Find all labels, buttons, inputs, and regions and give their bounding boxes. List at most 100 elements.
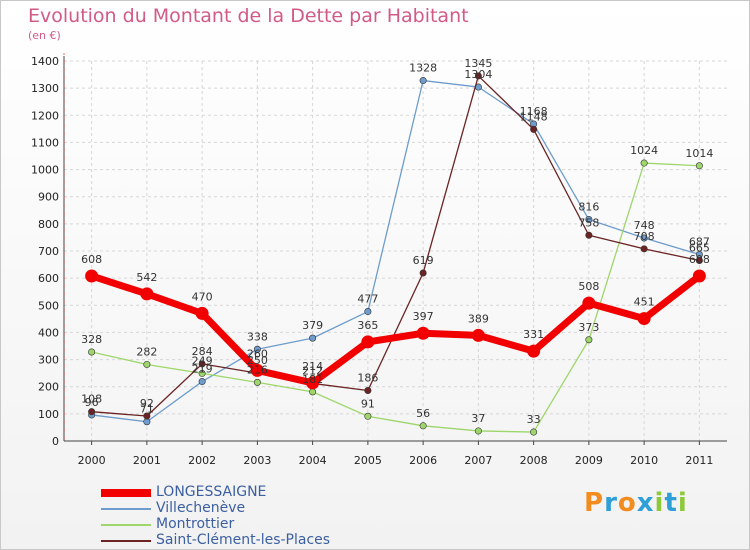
data-label: 108 [81,393,102,406]
data-label: 1345 [464,57,492,70]
data-point [143,412,151,420]
legend: LONGESSAIGNE Villechenève Montrottier Saint… [101,484,421,549]
data-label: 665 [689,242,710,255]
y-tick-label: 500 [38,299,59,312]
data-label: 373 [578,321,599,334]
data-point [585,231,593,239]
data-label: 71 [140,403,154,416]
series-line-longessaigne [88,272,703,387]
data-point [527,344,541,358]
data-label: 33 [527,413,541,426]
y-tick-label: 1300 [31,82,59,95]
data-label: 508 [578,280,599,293]
y-tick-label: 400 [38,326,59,339]
data-point [198,378,206,386]
data-point [530,125,538,133]
data-point [474,72,482,80]
data-point [640,159,648,167]
data-point [416,326,430,340]
data-point [85,269,99,283]
data-point [364,308,372,316]
legend-item: Montrottier [101,516,421,533]
y-tick-label: 600 [38,272,59,285]
data-label: 1328 [409,62,437,75]
data-label: 250 [247,354,268,367]
data-point [309,388,317,396]
data-label: 470 [192,290,213,303]
legend-label: Villechenève [156,500,246,516]
y-tick-label: 1200 [31,109,59,122]
y-tick-label: 1400 [31,55,59,68]
data-label: 92 [140,397,154,410]
data-label: 477 [357,293,378,306]
data-point [692,269,706,283]
data-point [471,328,485,342]
data-point [306,376,320,390]
data-point [88,408,96,416]
series-layer [85,72,706,436]
legend-label: Saint-Clément-les-Places [156,532,331,548]
x-tick-label: 2008 [520,454,548,467]
data-point [419,422,427,430]
data-label: 748 [634,219,655,232]
data-label: 214 [302,360,323,373]
data-label: 284 [192,345,213,358]
data-point [364,412,372,420]
data-label: 282 [136,345,157,358]
data-point [253,378,261,386]
data-label: 328 [81,333,102,346]
grid [64,60,727,442]
data-point [640,245,648,253]
unit-label: (en €) [28,29,61,42]
data-point [361,335,375,349]
data-label: 37 [471,412,485,425]
x-tick-label: 2010 [630,454,658,467]
data-label: 619 [413,254,434,267]
data-label: 608 [689,253,710,266]
data-label: 338 [247,330,268,343]
data-label: 212 [302,364,323,377]
data-point [250,363,264,377]
data-label: 379 [302,319,323,332]
y-tick-label: 900 [38,191,59,204]
data-label: 331 [523,328,544,341]
chart-title: Evolution du Montant de la Dette par Hab… [28,5,469,27]
data-label: 687 [689,236,710,249]
data-label: 608 [81,253,102,266]
data-label: 181 [302,373,323,386]
logo-letter: r [604,488,618,518]
y-tick-label: 300 [38,354,59,367]
data-label: 542 [136,271,157,284]
data-point [640,234,648,242]
y-tick-label: 1000 [31,164,59,177]
data-point [198,360,206,368]
data-label: 816 [578,201,599,214]
data-label: 1024 [630,144,658,157]
data-label: 216 [247,363,268,376]
data-point [419,77,427,85]
data-label: 708 [634,230,655,243]
y-tick-label: 800 [38,218,59,231]
logo-letter: t [664,488,678,518]
data-point [530,428,538,436]
data-label: 451 [634,296,655,309]
y-tick-label: 100 [38,408,59,421]
data-label: 397 [413,310,434,323]
logo-letter: i [654,488,665,518]
series-line-montrottier [90,162,701,433]
logo-letter: P [584,488,605,518]
data-point [474,427,482,435]
data-point [253,345,261,353]
x-tick-label: 2005 [354,454,382,467]
data-label: 1014 [685,147,713,160]
data-point [198,369,206,377]
y-tick-label: 200 [38,381,59,394]
data-point [419,269,427,277]
legend-item: LONGESSAIGNE [101,484,421,501]
legend-label: Montrottier [156,516,235,532]
proxiti-logo: Proxiti [584,488,688,518]
legend-swatch [101,489,151,497]
data-label: 389 [468,312,489,325]
x-tick-label: 2000 [78,454,106,467]
